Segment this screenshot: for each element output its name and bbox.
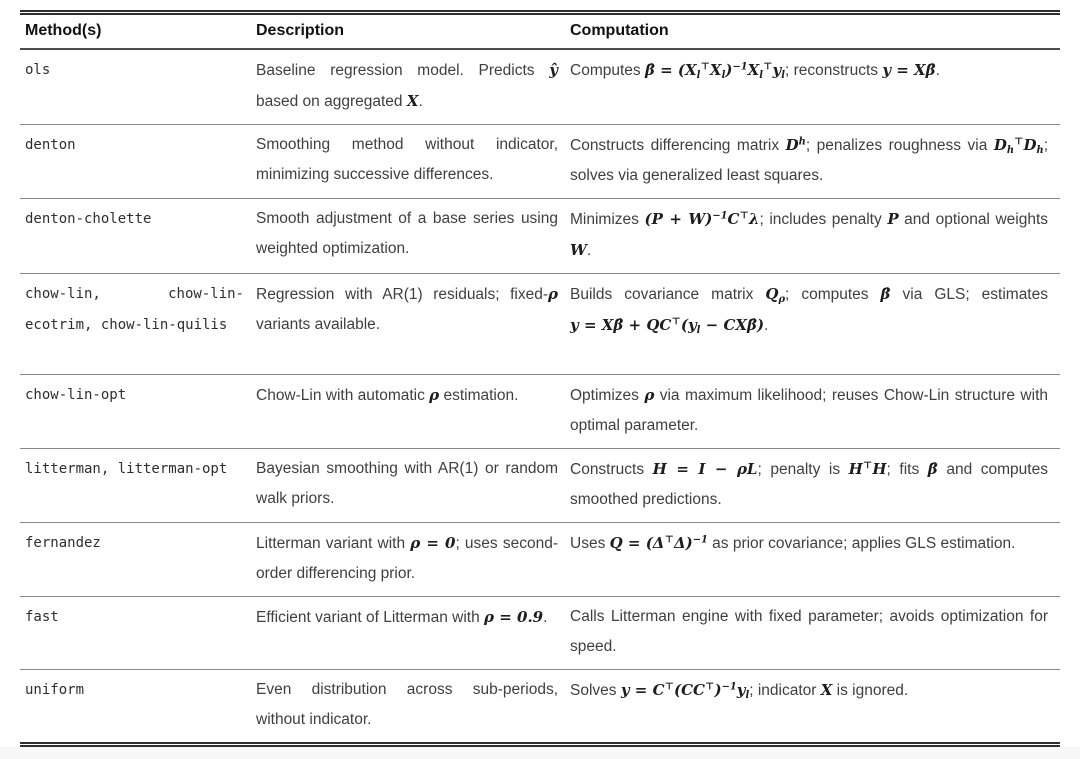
computation-cell: Computes β̂ = (Xl⊤Xl)−1Xl⊤yl; reconstruc… <box>570 49 1060 125</box>
math-expression: y = Xβ̂ + QC⊤(yl − CXβ̂) <box>570 316 765 336</box>
column-header-description: Description <box>256 15 570 50</box>
math-expression: X <box>406 92 419 110</box>
math-expression: Qρ <box>765 285 786 305</box>
table-row: chow-lin-opt Chow-Lin with automatic ρ es… <box>20 374 1060 449</box>
description-cell: Litterman variant with ρ = 0; uses secon… <box>256 522 570 597</box>
math-expression: ρ = 0.9 <box>484 608 544 626</box>
table-row: litterman, litterman-opt Bayesian smoothi… <box>20 448 1060 523</box>
math-expression: y = Xβ̂ <box>882 61 936 79</box>
computation-cell: Builds covariance matrix Qρ; computes β̂… <box>570 273 1060 375</box>
method-cell: fernandez <box>20 522 256 597</box>
math-expression: β̂ = (Xl⊤Xl)−1Xl⊤yl <box>644 61 785 81</box>
description-cell: Bayesian smoothing with AR(1) or random … <box>256 448 570 523</box>
description-cell: Smooth adjustment of a base series using… <box>256 198 570 274</box>
column-header-methods: Method(s) <box>20 15 256 50</box>
description-cell: Chow-Lin with automatic ρ estimation. <box>256 374 570 449</box>
math-expression: ρ <box>644 386 655 404</box>
math-expression: W <box>570 241 587 259</box>
math-expression: ŷ <box>549 61 558 79</box>
computation-cell: Calls Litterman engine with fixed parame… <box>570 596 1060 670</box>
math-expression: P <box>887 210 899 228</box>
math-expression: Q = (Δ⊤Δ)−1 <box>609 534 708 552</box>
computation-cell: Constructs H = I − ρL; penalty is H⊤H; f… <box>570 448 1060 523</box>
description-cell: Smoothing method without indicator, mini… <box>256 124 570 199</box>
math-expression: y = C⊤(CC⊤)−1yl <box>620 681 750 701</box>
column-header-computation: Computation <box>570 15 1060 50</box>
description-cell: Baseline regression model. Predicts ŷ ba… <box>256 49 570 125</box>
math-expression: H⊤H <box>848 460 887 478</box>
method-cell: chow-lin, chow-lin-ecotrim, chow-lin-qui… <box>20 273 256 375</box>
description-cell: Even distribution across sub-periods, wi… <box>256 681 558 728</box>
method-cell: uniform <box>25 682 85 698</box>
math-expression: Dh⊤Dh <box>993 136 1044 156</box>
computation-cell: Uses Q = (Δ⊤Δ)−1 as prior covariance; ap… <box>570 522 1060 597</box>
table-row: fernandez Litterman variant with ρ = 0; u… <box>20 522 1060 597</box>
description-cell: Efficient variant of Litterman with ρ = … <box>256 596 570 670</box>
table-row: denton-cholette Smooth adjustment of a ba… <box>20 198 1060 274</box>
table-row: uniform Even distribution across sub-peri… <box>20 670 1060 743</box>
document-page: Method(s) Description Computation ols Bas… <box>20 10 1060 747</box>
table-body: ols Baseline regression model. Predicts ŷ… <box>20 49 1060 742</box>
page-bottom-margin <box>0 747 1080 759</box>
method-cell: litterman, litterman-opt <box>20 448 256 523</box>
math-expression: β̂ <box>927 460 938 478</box>
method-cell: denton <box>20 124 256 199</box>
method-cell: fast <box>20 596 256 670</box>
description-cell: Regression with AR(1) residuals; fixed-ρ… <box>256 273 570 375</box>
table-row: ols Baseline regression model. Predicts ŷ… <box>20 49 1060 125</box>
math-expression: β̂ <box>880 285 891 303</box>
methods-table-container: Method(s) Description Computation ols Bas… <box>20 10 1060 747</box>
method-cell: denton-cholette <box>20 198 256 274</box>
method-cell: ols <box>20 49 256 125</box>
computation-cell: Constructs differencing matrix Dh; penal… <box>570 124 1060 199</box>
table-row: denton Smoothing method without indicator… <box>20 124 1060 199</box>
computation-cell: Minimizes (P + W)−1C⊤λ; includes penalty… <box>570 198 1060 274</box>
math-expression: ρ <box>548 285 558 303</box>
computation-cell: Solves y = C⊤(CC⊤)−1yl; indicator X is i… <box>570 681 909 701</box>
computation-cell: Optimizes ρ via maximum likelihood; reus… <box>570 374 1060 449</box>
table-header-row: Method(s) Description Computation <box>20 15 1060 50</box>
math-expression: X <box>820 681 833 699</box>
math-expression: H = I − ρL <box>652 460 758 478</box>
table-row: chow-lin, chow-lin-ecotrim, chow-lin-qui… <box>20 273 1060 375</box>
methods-table: Method(s) Description Computation ols Bas… <box>20 15 1060 742</box>
method-cell: chow-lin-opt <box>20 374 256 449</box>
math-expression: Dh <box>785 136 806 154</box>
table-row: fast Efficient variant of Litterman with … <box>20 596 1060 670</box>
math-expression: ρ = 0 <box>410 534 456 552</box>
math-expression: (P + W)−1C⊤λ <box>644 210 760 228</box>
math-expression: ρ <box>429 386 440 404</box>
